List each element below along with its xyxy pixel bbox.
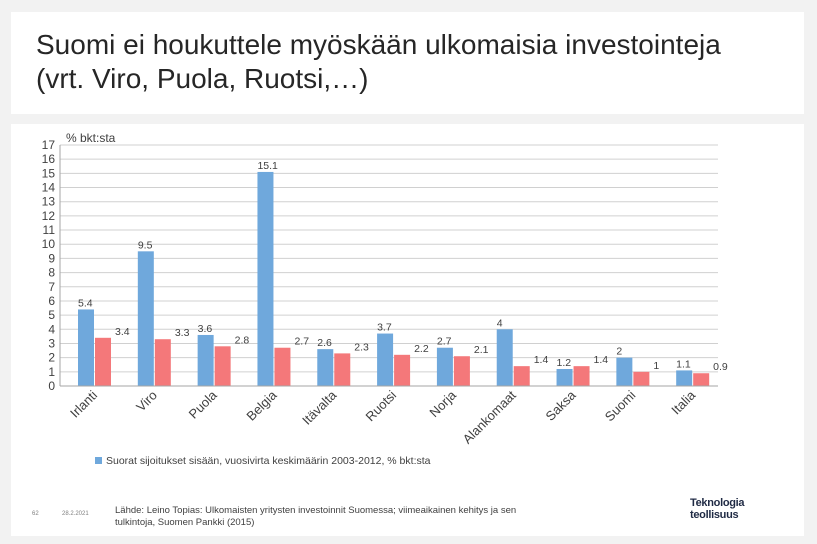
legend-swatch bbox=[95, 457, 102, 464]
unit-label: % bkt:sta bbox=[66, 131, 116, 145]
bar-inbound bbox=[556, 368, 573, 386]
bar-inbound bbox=[257, 171, 274, 386]
bar-inbound bbox=[317, 349, 334, 386]
data-label: 2.6 bbox=[317, 337, 332, 349]
data-label: 1.2 bbox=[557, 357, 572, 369]
y-tick-label: 5 bbox=[48, 308, 55, 322]
bar-inbound bbox=[137, 251, 154, 386]
y-tick-label: 7 bbox=[48, 280, 55, 294]
data-label: 2 bbox=[616, 346, 622, 358]
category-label: Irlanti bbox=[67, 387, 100, 420]
bar-comparison bbox=[633, 371, 650, 386]
bar-comparison bbox=[95, 337, 111, 386]
y-tick-label: 9 bbox=[48, 251, 55, 265]
data-label: 15.1 bbox=[257, 160, 278, 172]
y-tick-label: 13 bbox=[42, 195, 56, 209]
y-tick-label: 14 bbox=[42, 181, 56, 195]
data-label: 1.1 bbox=[676, 358, 691, 370]
bar-comparison bbox=[573, 366, 590, 386]
x-axis: Irlanti Viro Puola Belgia Itävalta Ruotsi Norj… bbox=[60, 385, 718, 447]
bar-inbound bbox=[436, 347, 453, 386]
data-label: 2.2 bbox=[414, 343, 429, 355]
logo-line-1: Teknologia bbox=[690, 497, 745, 509]
bar-inbound bbox=[78, 309, 94, 386]
data-label: 2.7 bbox=[294, 336, 309, 348]
y-tick-label: 2 bbox=[48, 351, 55, 365]
bar-comparison bbox=[453, 356, 470, 386]
y-tick-label: 10 bbox=[42, 237, 56, 251]
data-label: 2.8 bbox=[235, 334, 250, 346]
data-label: 2.3 bbox=[354, 341, 369, 353]
y-tick-label: 15 bbox=[42, 166, 56, 180]
bar-inbound bbox=[197, 334, 214, 386]
category-label: Puola bbox=[186, 387, 221, 422]
y-tick-label: 1 bbox=[48, 365, 55, 379]
slide-title: Suomi ei houkuttele myöskään ulkomaisia … bbox=[36, 29, 721, 94]
category-label: Viro bbox=[133, 388, 160, 415]
bar-comparison bbox=[214, 346, 231, 386]
data-label: 1 bbox=[653, 360, 659, 372]
y-tick-label: 8 bbox=[48, 266, 55, 280]
bar-inbound bbox=[616, 357, 633, 386]
bar-comparison bbox=[693, 373, 710, 386]
data-label: 0.9 bbox=[713, 361, 728, 373]
data-label: 3.7 bbox=[377, 322, 392, 334]
y-tick-label: 4 bbox=[48, 322, 55, 336]
data-label: 5.4 bbox=[78, 297, 93, 309]
category-label: Ruotsi bbox=[363, 387, 400, 424]
data-label: 2.7 bbox=[437, 336, 452, 348]
y-tick-label: 12 bbox=[42, 209, 56, 223]
y-tick-label: 3 bbox=[48, 336, 55, 350]
source-note: Lähde: Leino Topias: Ulkomaisten yrityst… bbox=[115, 505, 517, 528]
y-tick-label: 0 bbox=[48, 379, 55, 393]
bar-inbound bbox=[496, 329, 513, 386]
logo-line-2: teollisuus bbox=[690, 509, 739, 521]
category-label: Italia bbox=[668, 387, 699, 418]
y-tick-label: 6 bbox=[48, 294, 55, 308]
y-tick-label: 11 bbox=[43, 223, 56, 237]
data-labels: 5.4 3.4 9.5 3.3 3.6 2.8 15.1 2.7 2.6 2.3 3.7 2.2 2.7… bbox=[78, 160, 728, 373]
legend-label: Suorat sijoitukset sisään, vuosivirta ke… bbox=[106, 455, 431, 467]
category-label: Suomi bbox=[602, 387, 639, 424]
data-label: 3.4 bbox=[115, 326, 130, 338]
bar-comparison bbox=[513, 366, 530, 386]
category-label: Norja bbox=[426, 387, 459, 420]
company-logo: Teknologia teollisuus bbox=[690, 497, 790, 521]
page-number: 62 bbox=[32, 511, 39, 517]
bar-comparison bbox=[154, 339, 171, 386]
category-label: Itävalta bbox=[299, 387, 340, 428]
bar-comparison bbox=[394, 354, 411, 386]
bar-inbound bbox=[377, 333, 394, 386]
category-label: Saksa bbox=[543, 387, 580, 424]
data-label: 3.6 bbox=[198, 323, 213, 335]
y-tick-label: 17 bbox=[42, 138, 56, 152]
data-label: 4 bbox=[497, 317, 503, 329]
footer-date: 28.2.2021 bbox=[62, 511, 89, 517]
bars bbox=[78, 171, 710, 386]
data-label: 9.5 bbox=[138, 239, 153, 251]
data-label: 3.3 bbox=[175, 327, 190, 339]
y-tick-label: 16 bbox=[42, 152, 56, 166]
bar-comparison bbox=[334, 353, 351, 386]
legend: Suorat sijoitukset sisään, vuosivirta ke… bbox=[95, 455, 431, 467]
bar-inbound bbox=[676, 370, 693, 386]
category-label: Alankomaat bbox=[460, 387, 519, 446]
bar-comparison bbox=[274, 347, 291, 386]
data-label: 1.4 bbox=[594, 354, 609, 366]
data-label: 1.4 bbox=[534, 354, 549, 366]
title-band bbox=[11, 12, 804, 114]
data-label: 2.1 bbox=[474, 344, 489, 356]
category-label: Belgia bbox=[243, 387, 280, 424]
